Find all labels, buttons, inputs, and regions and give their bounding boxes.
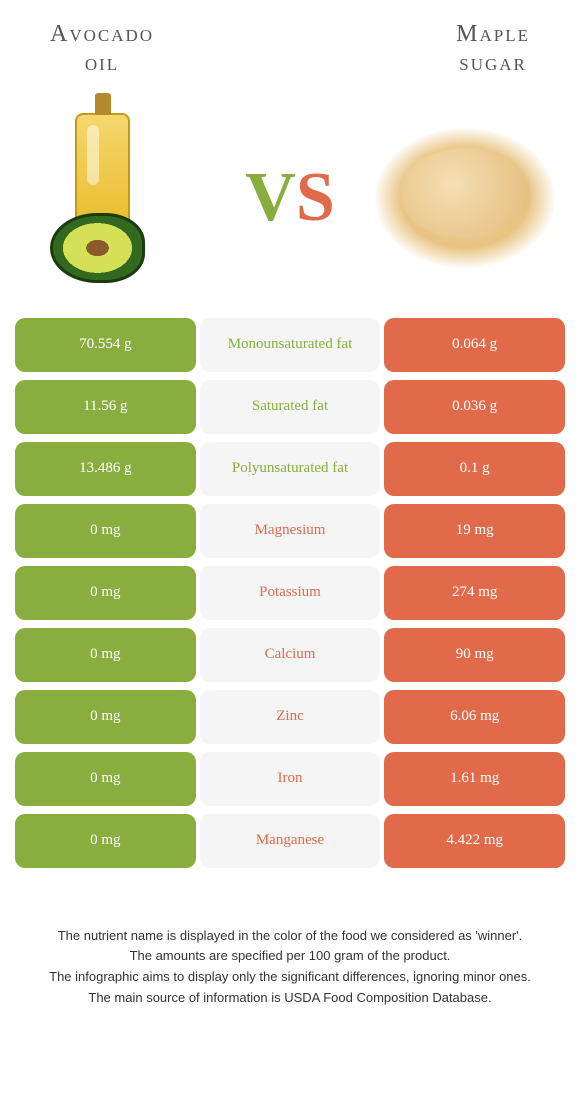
table-row: 11.56 gSaturated fat0.036 g [15,380,565,434]
table-row: 13.486 gPolyunsaturated fat0.1 g [15,442,565,496]
vs-v: V [245,159,296,236]
right-value: 6.06 mg [384,690,565,744]
table-row: 0 mgIron1.61 mg [15,752,565,806]
footer-line: The main source of information is USDA F… [20,988,560,1009]
nutrient-label: Manganese [200,814,381,868]
vs-label: VS [245,163,335,233]
right-value: 1.61 mg [384,752,565,806]
sugar-powder-icon [375,128,555,268]
right-value: 0.036 g [384,380,565,434]
nutrient-label: Polyunsaturated fat [200,442,381,496]
footer-line: The infographic aims to display only the… [20,967,560,988]
left-value: 0 mg [15,566,196,620]
right-value: 19 mg [384,504,565,558]
table-row: 0 mgManganese4.422 mg [15,814,565,868]
left-value: 0 mg [15,814,196,868]
table-row: 0 mgZinc6.06 mg [15,690,565,744]
left-value: 0 mg [15,752,196,806]
table-row: 0 mgMagnesium19 mg [15,504,565,558]
footer-line: The nutrient name is displayed in the co… [20,926,560,947]
left-title: Avocado oil [50,20,154,78]
left-value: 0 mg [15,628,196,682]
left-value: 0 mg [15,504,196,558]
nutrient-label: Potassium [200,566,381,620]
header: Avocado oil Maple sugar [0,0,580,88]
footer-line: The amounts are specified per 100 gram o… [20,946,560,967]
right-value: 274 mg [384,566,565,620]
left-value: 0 mg [15,690,196,744]
maple-sugar-image [370,103,560,293]
left-value: 13.486 g [15,442,196,496]
right-value: 0.064 g [384,318,565,372]
avocado-icon [50,213,145,283]
nutrient-label: Magnesium [200,504,381,558]
nutrient-label: Zinc [200,690,381,744]
avocado-oil-image [20,103,210,293]
vs-s: S [296,159,335,236]
hero: VS [0,88,580,318]
left-value: 11.56 g [15,380,196,434]
nutrient-table: 70.554 gMonounsaturated fat0.064 g 11.56 … [0,318,580,868]
nutrient-label: Monounsaturated fat [200,318,381,372]
table-row: 70.554 gMonounsaturated fat0.064 g [15,318,565,372]
nutrient-label: Calcium [200,628,381,682]
right-value: 4.422 mg [384,814,565,868]
table-row: 0 mgCalcium90 mg [15,628,565,682]
table-row: 0 mgPotassium274 mg [15,566,565,620]
left-value: 70.554 g [15,318,196,372]
nutrient-label: Iron [200,752,381,806]
right-title: Maple sugar [456,20,530,78]
nutrient-label: Saturated fat [200,380,381,434]
footer: The nutrient name is displayed in the co… [0,876,580,1009]
right-value: 0.1 g [384,442,565,496]
right-value: 90 mg [384,628,565,682]
